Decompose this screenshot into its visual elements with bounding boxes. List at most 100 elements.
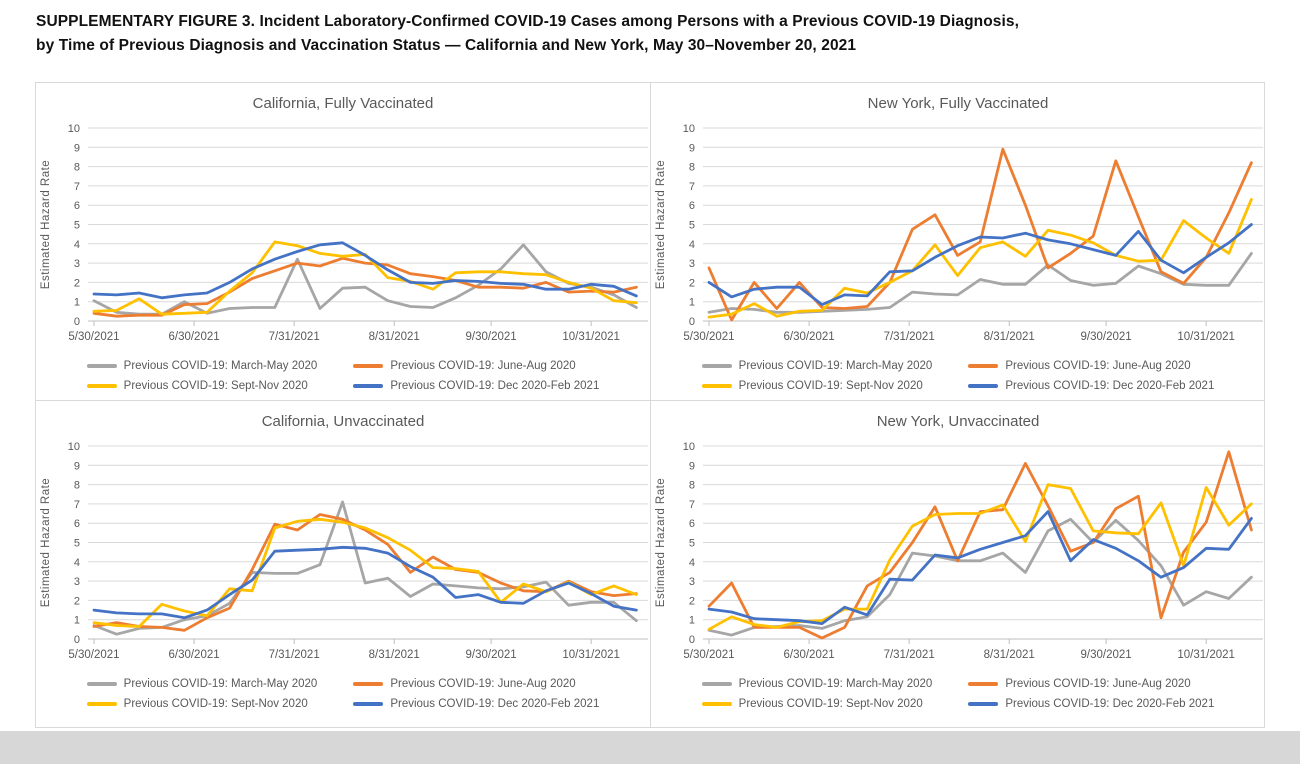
series-line-gray xyxy=(92,243,638,316)
legend-label: Previous COVID-19: March-May 2020 xyxy=(123,360,318,372)
y-tick-label: 4 xyxy=(74,557,80,569)
legend-label: Previous COVID-19: Dec 2020-Feb 2021 xyxy=(390,698,600,710)
legend-label: Previous COVID-19: Sept-Nov 2020 xyxy=(738,698,923,710)
legend-line-swatch xyxy=(353,682,384,686)
y-tick-label: 8 xyxy=(689,480,695,492)
x-tick-label: 8/31/2021 xyxy=(369,331,420,343)
x-tick-label: 8/31/2021 xyxy=(369,649,420,661)
legend-item-yellow: Previous COVID-19: Sept-Nov 2020 xyxy=(701,380,933,392)
legend-item-gray: Previous COVID-19: March-May 2020 xyxy=(86,360,318,372)
legend-item-orange: Previous COVID-19: June-Aug 2020 xyxy=(968,678,1214,690)
x-tick-label: 5/30/2021 xyxy=(683,331,734,343)
x-tick-label: 10/31/2021 xyxy=(562,331,620,343)
legend-label: Previous COVID-19: Dec 2020-Feb 2021 xyxy=(1005,380,1215,392)
series-line-gray xyxy=(92,500,638,636)
y-tick-label: 4 xyxy=(74,239,80,251)
y-tick-label: 10 xyxy=(683,441,695,453)
legend-item-blue: Previous COVID-19: Dec 2020-Feb 2021 xyxy=(353,380,599,392)
y-tick-label: 2 xyxy=(689,595,695,607)
legend-line-swatch xyxy=(353,384,384,388)
legend-item-yellow: Previous COVID-19: Sept-Nov 2020 xyxy=(86,380,318,392)
series-line-orange xyxy=(92,256,638,318)
legend-line-swatch xyxy=(86,364,117,368)
chart-legend: Previous COVID-19: March-May 2020 Previou… xyxy=(651,678,1265,710)
y-tick-label: 6 xyxy=(74,518,80,530)
legend-label: Previous COVID-19: March-May 2020 xyxy=(738,360,933,372)
chart-canvas-new-york-unvaccinated: 0 1 2 3 4 5 6 7 8 9 10 5/30/2021 6/30/2021 7/31/2021 8… xyxy=(655,441,1263,661)
y-tick-label: 8 xyxy=(689,162,695,174)
y-tick-label: 6 xyxy=(74,200,80,212)
chart-title: California, Fully Vaccinated xyxy=(252,95,434,112)
desktop-background-strip xyxy=(0,731,1300,764)
y-tick-label: 5 xyxy=(689,220,695,232)
y-tick-label: 7 xyxy=(74,499,80,511)
x-tick-label: 6/30/2021 xyxy=(168,331,219,343)
legend-line-swatch xyxy=(353,702,384,706)
chart-legend: Previous COVID-19: March-May 2020 Previou… xyxy=(36,360,650,392)
y-tick-label: 8 xyxy=(74,480,80,492)
y-tick-label: 9 xyxy=(689,460,695,472)
y-tick-label: 3 xyxy=(689,258,695,270)
x-tick-label: 7/31/2021 xyxy=(269,649,320,661)
legend-label: Previous COVID-19: Sept-Nov 2020 xyxy=(738,380,923,392)
x-tick-label: 7/31/2021 xyxy=(884,649,935,661)
legend-item-gray: Previous COVID-19: March-May 2020 xyxy=(701,678,932,690)
chart-canvas-new-york-fully-vaccinated: 0 1 2 3 4 5 6 7 8 9 10 5/30/2021 6/30/2021 7/31/2021 8… xyxy=(655,123,1263,343)
legend-line-swatch xyxy=(701,384,732,388)
y-tick-label: 1 xyxy=(689,615,695,627)
y-tick-label: 1 xyxy=(74,297,80,309)
y-tick-label: 6 xyxy=(689,518,695,530)
legend-label: Previous COVID-19: June-Aug 2020 xyxy=(390,360,576,372)
figure-title-line1: SUPPLEMENTARY FIGURE 3. Incident Laborat… xyxy=(36,13,1020,30)
x-tick-label: 5/30/2021 xyxy=(68,649,119,661)
figure-title-line2: by Time of Previous Diagnosis and Vaccin… xyxy=(36,37,857,54)
series-line-blue xyxy=(707,223,1253,307)
panel-california-unvaccinated: California, Unvaccinated 0 1 2 3 4 5 6 7 8 9 10 5/3… xyxy=(36,401,651,728)
chart-canvas-california-fully-vaccinated: 0 1 2 3 4 5 6 7 8 9 10 5/30/2021 6/30/2021 7/31/2021 8… xyxy=(40,123,648,343)
legend-item-orange: Previous COVID-19: June-Aug 2020 xyxy=(353,360,599,372)
y-tick-label: 0 xyxy=(74,316,80,328)
chart-legend: Previous COVID-19: March-May 2020 Previou… xyxy=(36,678,650,710)
legend-label: Previous COVID-19: Dec 2020-Feb 2021 xyxy=(1005,698,1215,710)
legend-item-yellow: Previous COVID-19: Sept-Nov 2020 xyxy=(86,698,318,710)
y-tick-label: 4 xyxy=(689,557,695,569)
x-tick-label: 9/30/2021 xyxy=(466,331,517,343)
legend-line-swatch xyxy=(968,364,999,368)
y-tick-label: 10 xyxy=(68,441,80,453)
legend-item-blue: Previous COVID-19: Dec 2020-Feb 2021 xyxy=(968,698,1214,710)
legend-item-yellow: Previous COVID-19: Sept-Nov 2020 xyxy=(701,698,933,710)
legend-label: Previous COVID-19: June-Aug 2020 xyxy=(1005,678,1191,690)
series-line-yellow xyxy=(707,198,1253,319)
y-tick-label: 3 xyxy=(74,258,80,270)
legend-label: Previous COVID-19: June-Aug 2020 xyxy=(390,678,576,690)
panel-new-york-unvaccinated: New York, Unvaccinated 0 1 2 3 4 5 6 7 8 9 10 5/30/… xyxy=(651,401,1265,728)
figure-header: SUPPLEMENTARY FIGURE 3. Incident Laborat… xyxy=(36,10,1276,58)
legend-item-gray: Previous COVID-19: March-May 2020 xyxy=(701,360,933,372)
x-tick-label: 7/31/2021 xyxy=(884,331,935,343)
x-tick-label: 5/30/2021 xyxy=(683,649,734,661)
panel-new-york-fully-vaccinated: New York, Fully Vaccinated 0 1 2 3 4 5 6 7 8 9 10 5… xyxy=(651,83,1265,401)
legend-line-swatch xyxy=(701,682,732,686)
x-tick-label: 5/30/2021 xyxy=(68,331,119,343)
y-tick-label: 2 xyxy=(689,277,695,289)
legend-label: Previous COVID-19: Sept-Nov 2020 xyxy=(123,380,308,392)
legend-item-blue: Previous COVID-19: Dec 2020-Feb 2021 xyxy=(968,380,1214,392)
y-axis-label: Estimated Hazard Rate xyxy=(40,478,52,607)
x-tick-label: 8/31/2021 xyxy=(984,649,1035,661)
x-tick-label: 9/30/2021 xyxy=(1081,331,1132,343)
legend-item-blue: Previous COVID-19: Dec 2020-Feb 2021 xyxy=(353,698,599,710)
legend-line-swatch xyxy=(968,682,999,686)
series-line-yellow xyxy=(707,483,1253,631)
x-tick-label: 9/30/2021 xyxy=(466,649,517,661)
x-tick-label: 10/31/2021 xyxy=(1177,331,1235,343)
x-tick-label: 6/30/2021 xyxy=(783,649,834,661)
legend-label: Previous COVID-19: March-May 2020 xyxy=(123,678,318,690)
legend-item-gray: Previous COVID-19: March-May 2020 xyxy=(86,678,318,690)
chart-title: New York, Unvaccinated xyxy=(876,413,1040,430)
panel-california-fully-vaccinated: California, Fully Vaccinated 0 1 2 3 4 5 6 7 8 9 1… xyxy=(36,83,651,401)
legend-line-swatch xyxy=(701,364,732,368)
series-line-blue xyxy=(92,241,638,300)
series-line-orange xyxy=(707,450,1253,640)
y-tick-label: 3 xyxy=(689,576,695,588)
x-tick-label: 6/30/2021 xyxy=(168,649,219,661)
